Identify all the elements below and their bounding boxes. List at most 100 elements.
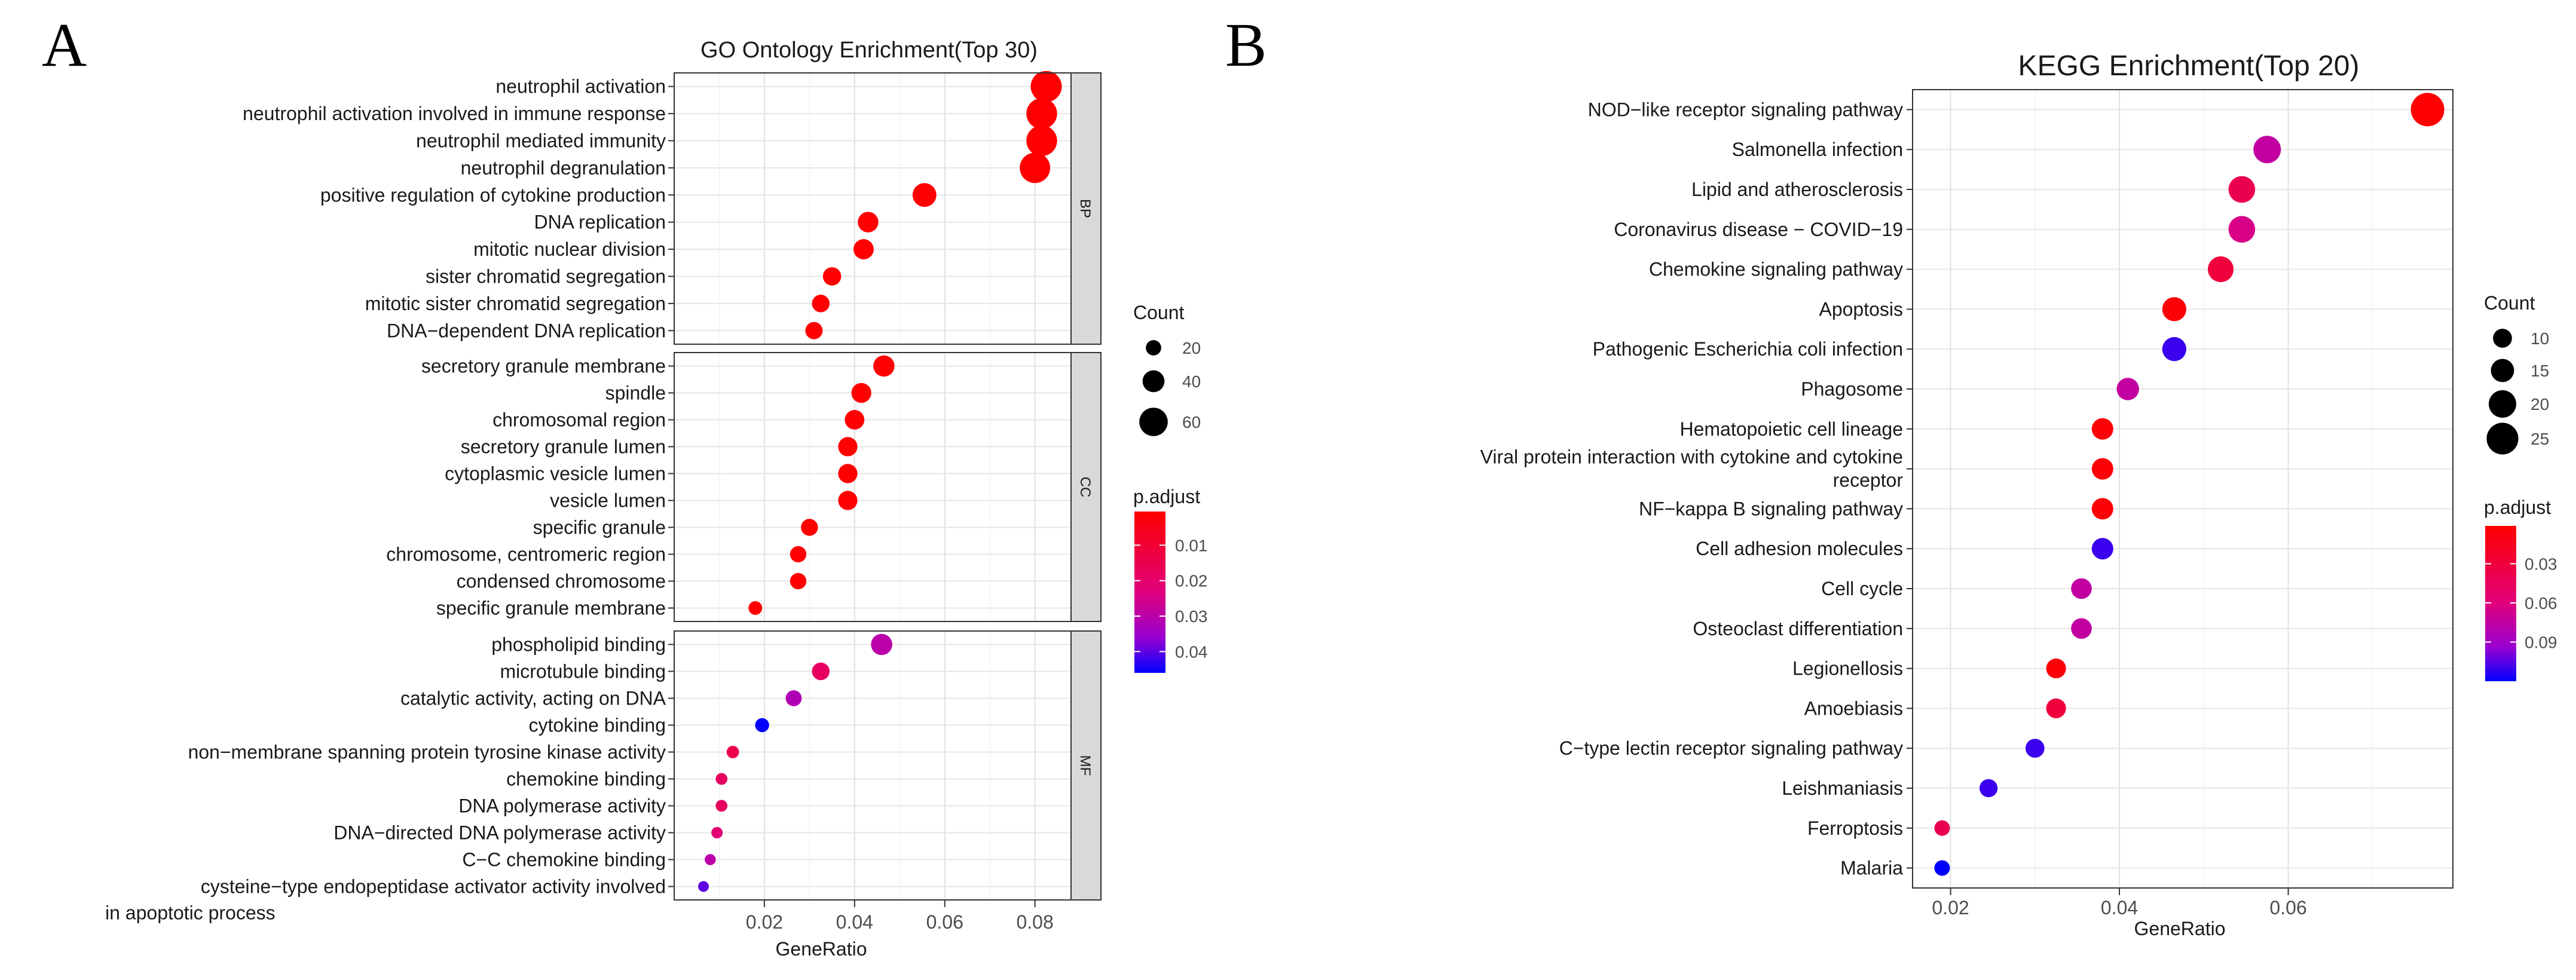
go-dot <box>805 321 823 339</box>
go-term-label: chemokine binding <box>506 768 666 790</box>
go-term-label: positive regulation of cytokine producti… <box>320 184 666 206</box>
kegg-term-label: Pathogenic Escherichia coli infection <box>1593 338 1903 360</box>
go-term-label: chromosome, centromeric region <box>386 544 666 565</box>
go-count-legend-key <box>1142 370 1165 393</box>
go-x-axis: 0.02 0.04 0.06 0.08 <box>746 900 1054 933</box>
kegg-dot <box>2046 659 2066 679</box>
go-padjust-tick-label: 0.01 <box>1175 536 1208 555</box>
kegg-dot <box>2207 256 2234 283</box>
go-enrichment-chart: GO Ontology Enrichment(Top 30) neutrophi… <box>105 38 1208 960</box>
kegg-dot <box>2162 297 2187 321</box>
kegg-term-label: Leishmaniasis <box>1782 777 1903 799</box>
kegg-term-label: Hematopoietic cell lineage <box>1679 418 1903 440</box>
kegg-count-legend-label: 20 <box>2531 395 2549 414</box>
kegg-dot <box>2116 378 2139 400</box>
go-term-label: DNA−directed DNA polymerase activity <box>334 822 666 844</box>
panel-letter-b: B <box>1225 11 1266 79</box>
kegg-padjust-colorbar <box>2485 526 2516 681</box>
go-x-tick-label: 0.02 <box>746 911 783 933</box>
go-dot <box>871 633 892 656</box>
go-term-label: catalytic activity, acting on DNA <box>400 688 666 709</box>
go-dot <box>858 212 879 232</box>
go-dot <box>845 410 865 430</box>
kegg-padjust-tick-label: 0.06 <box>2525 594 2557 612</box>
go-padjust-tick-label: 0.04 <box>1175 642 1208 661</box>
kegg-term-label-continued: receptor <box>1833 470 1904 491</box>
go-term-label: cytokine binding <box>529 715 666 736</box>
kegg-term-label: Legionellosis <box>1792 658 1903 679</box>
go-facet-strip-label: CC <box>1077 477 1093 498</box>
go-dot <box>838 491 858 510</box>
kegg-term-label: Ferroptosis <box>1807 817 1903 839</box>
kegg-term-label: Salmonella infection <box>1732 139 1903 160</box>
go-term-label: neutrophil mediated immunity <box>416 130 666 152</box>
go-padjust-tick-label: 0.02 <box>1175 572 1208 590</box>
go-term-label: neutrophil degranulation <box>461 157 666 179</box>
go-dot <box>715 800 728 812</box>
go-facet-strip-label: MF <box>1077 755 1093 776</box>
go-dot <box>1020 152 1051 183</box>
kegg-term-label: Viral protein interaction with cytokine … <box>1480 446 1903 468</box>
go-padjust-tick-label: 0.03 <box>1175 607 1208 626</box>
go-term-label: neutrophil activation involved in immune… <box>243 103 666 124</box>
go-dot <box>812 662 830 681</box>
kegg-term-label: NOD−like receptor signaling pathway <box>1588 99 1903 120</box>
kegg-term-label: Malaria <box>1840 858 1903 879</box>
go-term-label: mitotic sister chromatid segregation <box>365 293 666 314</box>
go-facet-strip <box>1070 630 1102 901</box>
go-term-label: DNA−dependent DNA replication <box>387 320 666 341</box>
go-count-legend-key <box>1146 340 1161 356</box>
kegg-dot <box>2162 337 2187 362</box>
kegg-dot <box>2253 136 2281 164</box>
kegg-x-tick-label: 0.04 <box>2101 897 2138 918</box>
go-dot <box>838 464 858 483</box>
go-facet-panels: neutrophil activation neutrophil activati… <box>105 71 1102 924</box>
kegg-dot <box>2091 498 2113 520</box>
go-count-legend-label: 20 <box>1182 339 1201 357</box>
go-term-label: cytoplasmic vesicle lumen <box>445 463 666 485</box>
kegg-count-legend-key <box>2491 359 2514 382</box>
kegg-term-label: Phagosome <box>1801 378 1903 400</box>
go-term-label: cysteine−type endopeptidase activator ac… <box>201 876 666 898</box>
kegg-count-legend-key <box>2489 390 2516 418</box>
kegg-panel-background <box>1913 90 2453 888</box>
kegg-chart-title: KEGG Enrichment(Top 20) <box>2018 50 2360 82</box>
go-x-tick-label: 0.04 <box>836 911 873 933</box>
go-term-label: DNA replication <box>534 212 666 233</box>
go-term-label: C−C chemokine binding <box>462 849 666 871</box>
go-dot <box>698 881 709 892</box>
kegg-padjust-tick-label: 0.09 <box>2525 633 2557 651</box>
go-dot <box>748 601 763 615</box>
go-dot <box>1030 71 1062 102</box>
kegg-count-legend-key <box>2486 422 2519 455</box>
kegg-legends: Count 10 15 20 25 p.adjust 0.03 0.06 0.09 <box>2484 292 2557 681</box>
go-padjust-legend-title: p.adjust <box>1133 486 1200 507</box>
kegg-x-axis-label: GeneRatio <box>2134 918 2226 939</box>
go-term-label: condensed chromosome <box>457 571 666 592</box>
kegg-padjust-legend-title: p.adjust <box>2484 497 2551 518</box>
kegg-term-label: Chemokine signaling pathway <box>1649 259 1903 280</box>
go-count-legend-title: Count <box>1133 302 1185 323</box>
go-panel-background <box>674 631 1071 900</box>
go-term-label: specific granule <box>533 517 666 538</box>
go-facet-strip-label: BP <box>1077 199 1093 218</box>
go-padjust-colorbar <box>1134 512 1165 673</box>
go-dot <box>1026 125 1057 157</box>
kegg-term-label: NF−kappa B signaling pathway <box>1639 498 1903 519</box>
go-legends: Count 20 40 60 p.adjust 0.01 0.02 0.03 0.04 <box>1133 302 1208 673</box>
go-dot <box>715 773 728 785</box>
go-term-label: secretory granule lumen <box>461 436 666 458</box>
go-dot <box>801 519 818 536</box>
go-count-legend-label: 40 <box>1182 372 1201 391</box>
kegg-x-tick-label: 0.06 <box>2269 897 2306 918</box>
go-count-legend-key <box>1139 408 1168 436</box>
kegg-padjust-tick-label: 0.03 <box>2525 555 2557 573</box>
kegg-plot-panel: NOD−like receptor signaling pathway Salmo… <box>1480 89 2453 889</box>
go-term-label: sister chromatid segregation <box>426 266 666 287</box>
go-x-axis-label: GeneRatio <box>776 938 867 960</box>
kegg-dot <box>2071 618 2092 639</box>
go-term-label: vesicle lumen <box>550 490 666 512</box>
go-dot <box>853 239 874 260</box>
go-chart-title: GO Ontology Enrichment(Top 30) <box>700 38 1038 63</box>
